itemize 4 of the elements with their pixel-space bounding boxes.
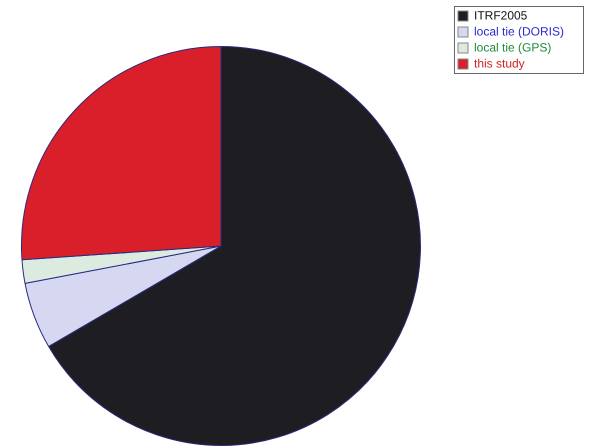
legend-label: local tie (GPS) bbox=[474, 40, 552, 54]
legend-label: local tie (DORIS) bbox=[474, 24, 564, 38]
legend-label: ITRF2005 bbox=[474, 8, 528, 22]
legend-label: this study bbox=[474, 56, 525, 70]
